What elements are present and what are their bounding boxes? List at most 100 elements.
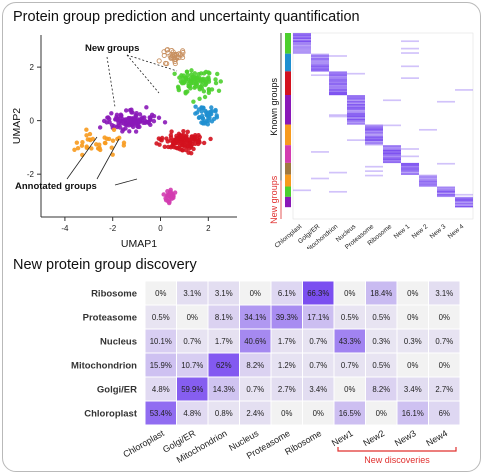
scatter-point	[188, 144, 193, 149]
heatmap-cell	[401, 164, 419, 167]
table-cell-label: 0%	[155, 289, 166, 298]
heatmap-cell	[347, 114, 365, 116]
heatmap-cell	[347, 139, 365, 141]
scatter-point	[97, 125, 103, 130]
table-cell	[144, 400, 177, 426]
row-color-band	[285, 33, 291, 54]
heatmap-cell	[311, 53, 329, 56]
heatmap-cell	[383, 151, 401, 153]
scatter-point	[182, 142, 188, 148]
heatmap-cell	[293, 40, 311, 43]
table-cell	[207, 352, 240, 378]
scatter-point	[118, 112, 123, 117]
row-label: Proteasome	[83, 313, 137, 324]
heatmap-cell	[293, 35, 311, 38]
heatmap-cell	[329, 115, 347, 118]
table-cell	[365, 304, 398, 330]
scatter-point	[201, 140, 207, 146]
heatmap-cell	[329, 114, 347, 116]
scatter-point	[118, 121, 124, 126]
heatmap-cell	[383, 145, 401, 147]
heatmap-cell	[401, 168, 419, 171]
heatmap-cell	[401, 155, 419, 158]
row-label: Ribosome	[91, 289, 137, 300]
heatmap-cell	[347, 121, 365, 124]
panel1-title: Protein group prediction and uncertainty…	[13, 9, 360, 25]
new-discoveries-bracket	[337, 447, 457, 452]
heatmap-cell	[365, 142, 383, 144]
row-color-band	[285, 124, 291, 146]
scatter-point	[111, 127, 117, 133]
x-axis-label: UMAP1	[121, 238, 157, 250]
heatmap-cell	[437, 190, 455, 193]
scatter-point	[202, 94, 208, 100]
scatter-point	[142, 115, 147, 120]
scatter-point	[162, 120, 168, 125]
scatter-point	[84, 127, 89, 132]
heatmap-cell	[293, 47, 311, 50]
column-label: New1	[330, 428, 355, 448]
heatmap-cell	[401, 165, 419, 168]
table-cell-label: 2.4%	[246, 409, 264, 418]
heatmap-cell	[293, 43, 311, 46]
annotation-arrow	[126, 54, 178, 72]
heatmap-cell	[365, 126, 383, 128]
heatmap-cell	[347, 95, 365, 97]
scatter-point	[162, 144, 167, 150]
table-cell-label: 0.7%	[309, 361, 327, 370]
heatmap-cell	[401, 40, 419, 43]
heatmap-cell	[347, 112, 365, 115]
scatter-point	[102, 135, 107, 140]
heatmap-cell	[329, 83, 347, 85]
table-cell-label: 0%	[439, 361, 450, 370]
table-cell-bg	[176, 400, 209, 426]
heatmap-cell	[365, 139, 383, 141]
scatter-point	[129, 120, 134, 125]
scatter-point	[171, 144, 177, 150]
scatter-point	[110, 152, 115, 157]
row-color-band	[285, 186, 291, 197]
table-cell-label: 0%	[439, 313, 450, 322]
table-cell	[239, 304, 272, 330]
scatter-point	[110, 138, 116, 143]
annotation-arrow	[66, 136, 98, 180]
table-cell	[270, 280, 303, 306]
heatmap-cell	[365, 127, 383, 130]
heatmap-cell	[347, 102, 365, 105]
scatter-point	[195, 139, 200, 145]
table-cell-label: 0.3%	[404, 337, 422, 346]
scatter-point	[94, 142, 99, 147]
heatmap-cell	[311, 69, 329, 72]
heatmap-cell	[419, 177, 437, 180]
scatter-point	[72, 147, 77, 152]
scatter-point	[207, 71, 212, 76]
scatter-point	[185, 129, 190, 135]
heatmap-cell	[437, 189, 455, 192]
heatmap-cell	[383, 152, 401, 155]
table-cell-label: 8.2%	[372, 385, 390, 394]
table-cell-label: 0%	[344, 289, 355, 298]
scatter-point	[126, 115, 131, 121]
table-cell-label: 0%	[313, 409, 324, 418]
scatter-point	[133, 129, 139, 134]
scatter-point	[105, 115, 110, 120]
table-cell-label: 15.9%	[150, 361, 172, 370]
heatmap-cell	[401, 47, 419, 50]
table-cell	[396, 400, 429, 426]
scatter-point	[123, 126, 128, 131]
table-cell-label: 3.1%	[435, 289, 453, 298]
heatmap-cell	[347, 106, 365, 109]
table-cell-label: 1.7%	[278, 337, 296, 346]
table-cell-label: 0.5%	[341, 313, 359, 322]
heatmap-cell	[365, 126, 383, 128]
scatter-point	[113, 117, 118, 122]
table-cell	[207, 304, 240, 330]
heatmap-cell	[311, 151, 329, 153]
table-cell	[239, 400, 272, 426]
heatmap-cell	[365, 143, 383, 146]
heatmap-cell	[455, 193, 473, 196]
heatmap-cell	[437, 192, 455, 195]
scatter-point	[170, 140, 176, 145]
table-cell-label: 4.8%	[152, 385, 170, 394]
